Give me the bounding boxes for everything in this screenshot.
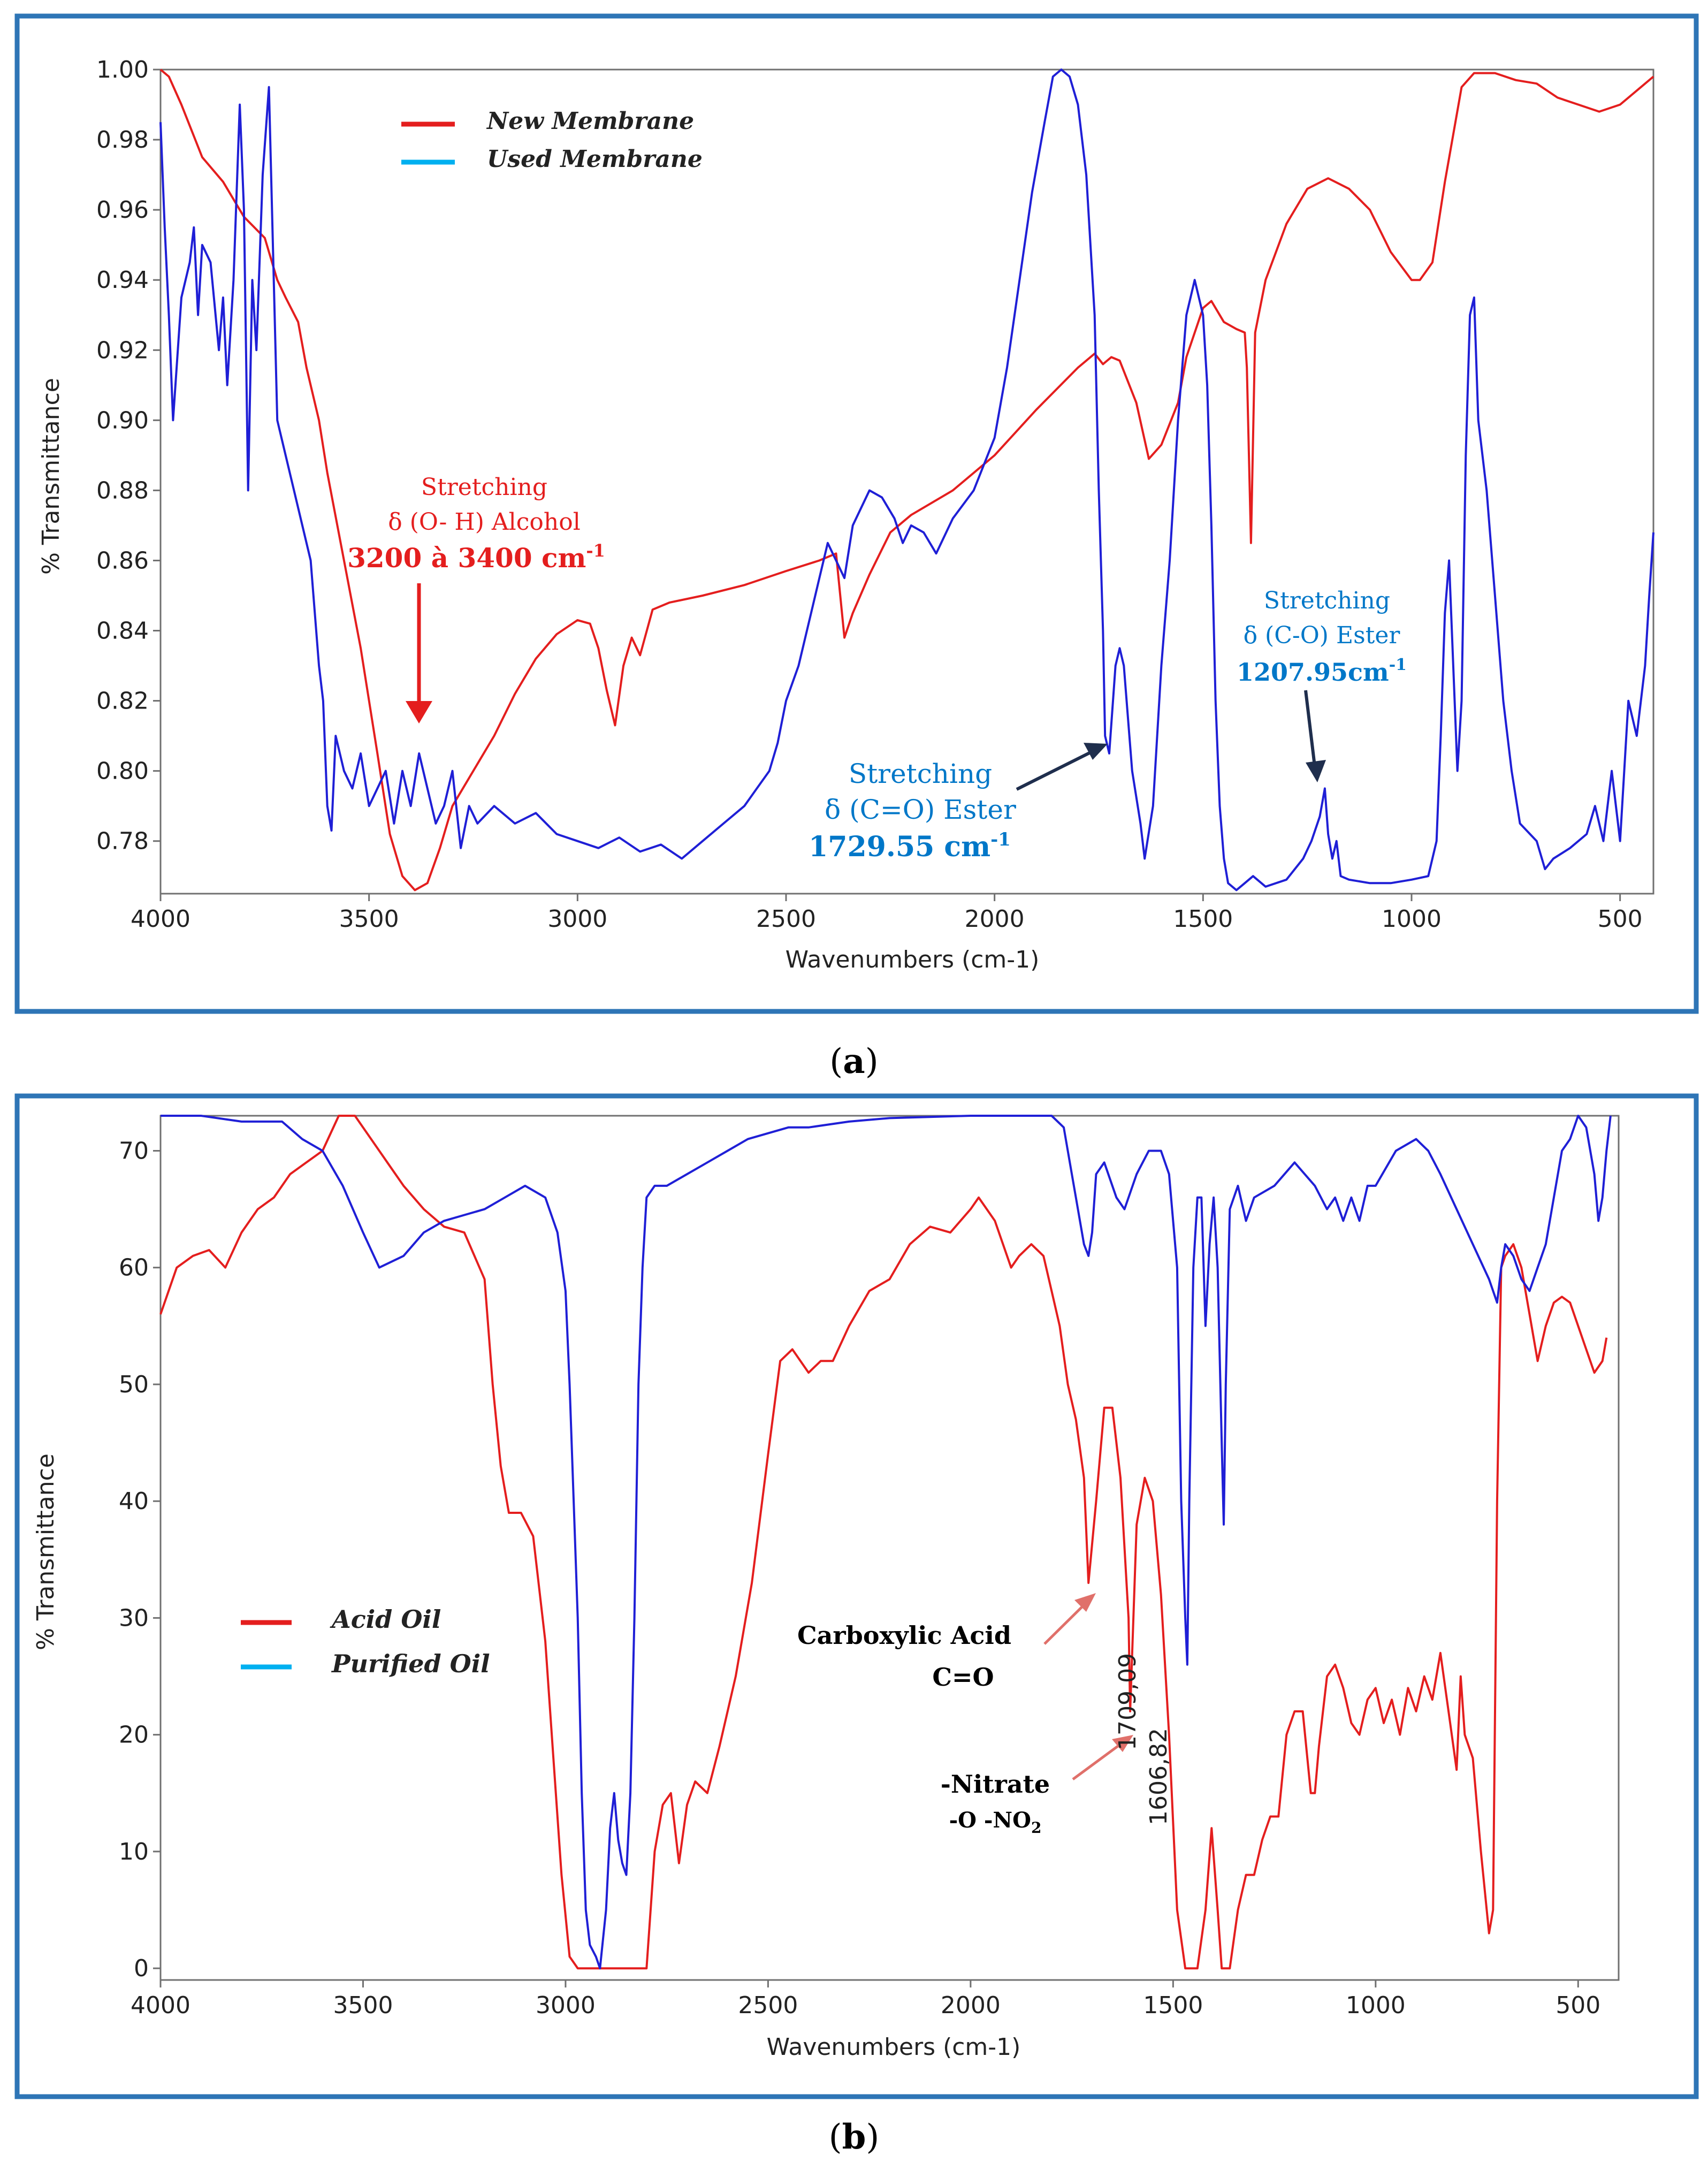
y-tick-label: 0	[134, 1955, 149, 1982]
annotation-c-o-ester-arrow	[1304, 690, 1317, 771]
x-tick-label: 2500	[738, 1992, 798, 2019]
x-tick-label: 1500	[1143, 1992, 1203, 2019]
y-tick-label: 0.98	[96, 126, 149, 154]
y-tick-label: 1.00	[96, 56, 149, 83]
x-tick-label: 2000	[965, 905, 1025, 933]
x-tick-label: 3500	[339, 905, 399, 933]
panel-a-plot-area	[159, 68, 1654, 895]
panel-a-x-axis-label: Wavenumbers (cm-1)	[786, 946, 1040, 973]
annotation-carboxylic-acid: Carboxylic Acid C=O	[797, 1593, 1096, 1692]
y-tick-label: 0.84	[96, 618, 149, 645]
panel-a-frame	[14, 13, 1699, 1014]
annotation-nitrate-line2: -O -NO2	[949, 1808, 1042, 1837]
panel-a-y-axis-label: % Transmittance	[37, 378, 65, 575]
y-tick-label: 20	[119, 1722, 149, 1749]
x-tick-label: 500	[1598, 905, 1643, 933]
panel-b-y-axis-label: % Transmittance	[32, 1453, 59, 1650]
annotation-nitrate-line1: -Nitrate	[941, 1770, 1050, 1799]
annotation-carboxylic-line2: C=O	[932, 1663, 994, 1692]
panel-b-caption: (b)	[829, 2117, 880, 2157]
annotation-carboxylic-arrow	[1043, 1602, 1087, 1645]
annotation-co-ester-line3: 1729.55 cm-1	[809, 829, 1011, 863]
peak-label-1709: 1709,09	[1114, 1653, 1141, 1750]
panel-b-x-axis-label: Wavenumbers (cm-1)	[767, 2033, 1021, 2061]
annotation-co-ester-arrowhead	[1084, 743, 1108, 760]
y-tick-label: 0.96	[96, 196, 149, 224]
x-tick-label: 3000	[547, 905, 607, 933]
x-tick-label: 2000	[941, 1992, 1001, 2019]
x-tick-label: 3500	[333, 1992, 393, 2019]
annotation-c-o-ester-line3: 1207.95cm-1	[1237, 656, 1407, 687]
annotation-nitrate: -Nitrate -O -NO2	[941, 1735, 1133, 1837]
y-tick-label: 0.80	[96, 758, 149, 785]
legend-label-purified-oil: Purified Oil	[331, 1649, 490, 1678]
x-tick-label: 2500	[756, 905, 816, 933]
annotation-oh-line2: δ (O- H) Alcohol	[388, 508, 581, 536]
panel-b-legend: Acid Oil Purified Oil	[241, 1605, 490, 1678]
annotation-c-o-ester-arrowhead	[1306, 760, 1326, 782]
y-tick-label: 0.94	[96, 266, 149, 294]
y-tick-label: 0.78	[96, 828, 149, 855]
x-tick-label: 1000	[1382, 905, 1442, 933]
y-tick-label: 0.88	[96, 477, 149, 504]
annotation-c-o-ester-line1: Stretching	[1264, 587, 1390, 614]
panel-b-plot-area	[159, 1115, 1620, 1981]
series-line-purified-oil	[161, 1115, 1612, 1970]
y-tick-label: 0.92	[96, 337, 149, 364]
panel-b: 4000 3500 3000 2500 2000 1500 1000 500 70 60 50 40 3…	[14, 1093, 1699, 2099]
annotation-co-ester-stretch: Stretching δ (C=O) Ester 1729.55 cm-1	[809, 743, 1108, 863]
series-line-new-membrane	[159, 68, 1654, 892]
panel-a: 4000 3500 3000 2500 2000 1500 1000 500 1.00 0.98 0…	[14, 13, 1699, 1014]
annotation-oh-line3: 3200 à 3400 cm-1	[347, 540, 605, 574]
annotation-oh-stretch: Stretching δ (O- H) Alcohol 3200 à 3400 …	[347, 474, 605, 723]
y-tick-label: 0.86	[96, 547, 149, 574]
x-tick-label: 1000	[1346, 1992, 1406, 2019]
y-tick-label: 40	[119, 1488, 149, 1515]
legend-label-acid-oil: Acid Oil	[330, 1605, 441, 1634]
legend-label-used-membrane: Used Membrane	[487, 146, 703, 173]
annotation-carboxylic-arrowhead	[1074, 1593, 1096, 1612]
annotation-co-ester-arrow	[1016, 748, 1098, 791]
x-tick-label: 1500	[1173, 905, 1233, 933]
x-tick-label: 500	[1556, 1992, 1600, 2019]
x-tick-label: 4000	[131, 1992, 190, 2019]
y-tick-label: 30	[119, 1604, 149, 1632]
panel-a-legend: New Membrane Used Membrane	[401, 108, 703, 173]
y-tick-label: 10	[119, 1838, 149, 1865]
panel-b-frame	[14, 1093, 1699, 2099]
annotation-carboxylic-line1: Carboxylic Acid	[797, 1621, 1011, 1650]
annotation-oh-line1: Stretching	[421, 474, 547, 501]
panel-a-caption: (a)	[829, 1041, 878, 1082]
series-line-used-membrane	[159, 68, 1654, 892]
peak-label-1606: 1606,82	[1145, 1728, 1172, 1825]
annotation-c-o-ester-stretch: Stretching δ (C-O) Ester 1207.95cm-1	[1237, 587, 1407, 782]
y-tick-label: 0.90	[96, 407, 149, 434]
annotation-nitrate-arrow	[1072, 1740, 1125, 1781]
y-tick-label: 70	[119, 1137, 149, 1164]
y-tick-label: 0.82	[96, 688, 149, 715]
annotation-nitrate-arrowhead	[1112, 1735, 1133, 1752]
x-tick-label: 3000	[536, 1992, 596, 2019]
annotation-oh-arrowhead	[406, 701, 432, 723]
y-tick-label: 50	[119, 1371, 149, 1398]
annotation-co-ester-line2: δ (C=O) Ester	[825, 794, 1016, 825]
annotation-co-ester-line1: Stretching	[849, 758, 992, 789]
y-tick-label: 60	[119, 1254, 149, 1282]
legend-label-new-membrane: New Membrane	[486, 108, 694, 135]
series-line-acid-oil	[159, 1115, 1608, 1970]
x-tick-label: 4000	[131, 905, 190, 933]
annotation-c-o-ester-line2: δ (C-O) Ester	[1244, 622, 1401, 649]
